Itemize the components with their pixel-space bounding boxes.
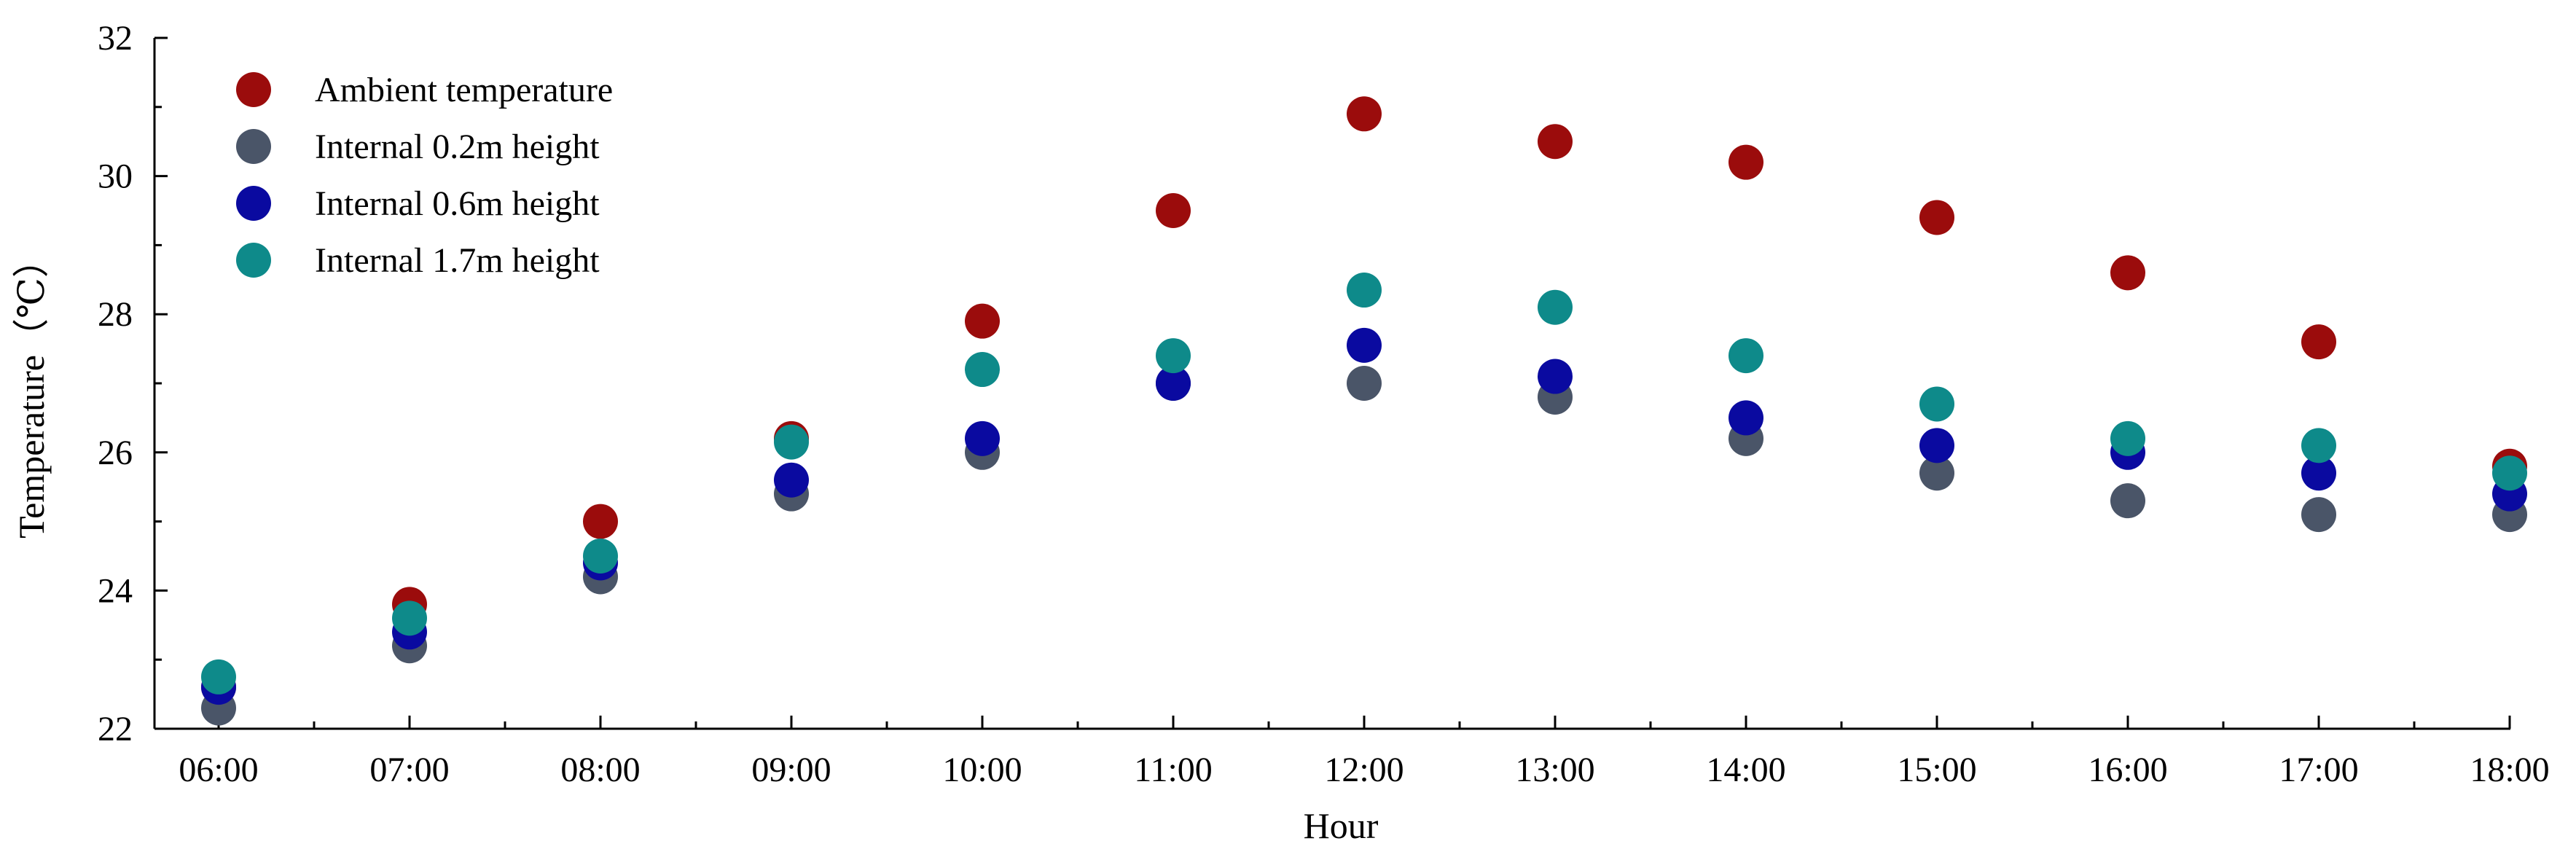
x-tick-label: 18:00 (2470, 751, 2549, 789)
data-point (2110, 255, 2145, 291)
x-axis-title: Hour (1304, 805, 1379, 846)
data-point (965, 352, 1000, 388)
data-point (774, 424, 809, 460)
data-point (2301, 324, 2336, 360)
y-tick-label: 26 (98, 434, 133, 472)
y-tick-label: 24 (98, 571, 133, 610)
series-4-points (201, 273, 2527, 694)
data-point (1729, 144, 1763, 180)
x-tick-label: 11:00 (1134, 751, 1213, 789)
axes-layer: 22 24 26 28 30 32 06:00 07:00 08:00 09:00 10:00 11:… (98, 19, 2550, 789)
x-tick-label: 09:00 (751, 751, 831, 789)
legend-marker (236, 186, 271, 221)
data-point (2110, 420, 2145, 456)
legend-marker (236, 129, 271, 164)
data-point (1919, 428, 1954, 463)
data-point (1919, 200, 1954, 235)
data-point (392, 600, 427, 636)
data-point (965, 420, 1000, 456)
data-point (2110, 483, 2145, 519)
x-tick-label: 12:00 (1324, 751, 1404, 789)
data-point (1347, 366, 1382, 401)
data-point (1347, 327, 1382, 363)
data-point (1156, 366, 1191, 401)
data-point (965, 303, 1000, 339)
x-tick-label: 07:00 (369, 751, 449, 789)
data-point (583, 539, 618, 574)
y-tick-label: 28 (98, 295, 133, 334)
y-axis-title: Temperature（℃） (11, 241, 52, 539)
data-point (1347, 273, 1382, 308)
legend-label: Internal 0.2m height (315, 128, 600, 166)
legend: Ambient temperature Internal 0.2m height I… (236, 71, 613, 280)
legend-label: Internal 1.7m height (315, 241, 600, 280)
x-tick-label: 14:00 (1706, 751, 1785, 789)
legend-marker (236, 243, 271, 278)
x-tick-label: 08:00 (560, 751, 640, 789)
data-point (1919, 455, 1954, 491)
series-2-points (201, 366, 2527, 726)
data-point (1729, 400, 1763, 436)
x-tick-label: 13:00 (1515, 751, 1594, 789)
data-point (583, 504, 618, 539)
data-point (2301, 455, 2336, 491)
data-point (1538, 124, 1573, 160)
data-point (1156, 338, 1191, 374)
x-tick-label: 06:00 (179, 751, 258, 789)
data-point (2301, 497, 2336, 533)
legend-label: Internal 0.6m height (315, 184, 600, 223)
data-point (1729, 338, 1763, 374)
data-point (1538, 289, 1573, 325)
y-tick-label: 30 (98, 157, 133, 196)
x-tick-label: 17:00 (2279, 751, 2358, 789)
x-tick-label: 10:00 (942, 751, 1022, 789)
legend-label: Ambient temperature (315, 71, 613, 109)
data-point (201, 659, 236, 694)
data-point (2492, 455, 2527, 491)
data-point (1919, 386, 1954, 422)
data-point (774, 462, 809, 498)
x-tick-label: 16:00 (2088, 751, 2167, 789)
data-point (1156, 193, 1191, 228)
data-point (1347, 96, 1382, 132)
data-point (1538, 359, 1573, 394)
y-tick-label: 22 (98, 710, 133, 748)
data-point (2301, 428, 2336, 463)
points-layer (201, 96, 2527, 726)
y-tick-label: 32 (98, 19, 133, 58)
x-tick-label: 15:00 (1897, 751, 1976, 789)
legend-marker (236, 72, 271, 107)
